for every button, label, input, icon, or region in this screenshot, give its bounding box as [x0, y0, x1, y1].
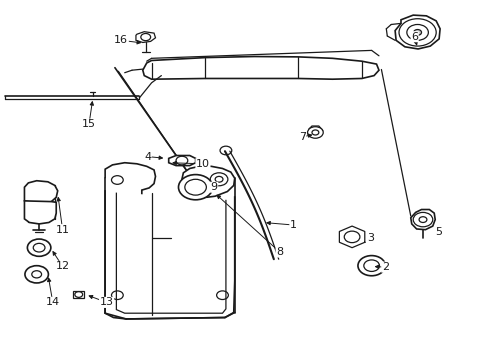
Circle shape	[413, 30, 421, 35]
Text: 3: 3	[366, 233, 373, 243]
Text: 5: 5	[435, 227, 442, 237]
Polygon shape	[73, 291, 84, 298]
Text: 6: 6	[410, 32, 417, 42]
Circle shape	[307, 127, 323, 138]
Text: 14: 14	[46, 297, 60, 307]
Text: 16: 16	[114, 35, 128, 45]
Polygon shape	[105, 190, 234, 319]
Text: 8: 8	[276, 247, 283, 257]
Text: 12: 12	[56, 261, 69, 271]
Polygon shape	[24, 181, 58, 203]
Polygon shape	[307, 126, 322, 137]
Circle shape	[178, 175, 212, 200]
Text: 15: 15	[82, 119, 96, 129]
Text: 13: 13	[100, 297, 113, 307]
Text: 9: 9	[210, 182, 217, 192]
Text: 10: 10	[196, 159, 209, 169]
Text: 4: 4	[144, 152, 151, 162]
Polygon shape	[116, 193, 225, 313]
Text: 1: 1	[289, 220, 296, 230]
Circle shape	[210, 173, 227, 186]
Polygon shape	[410, 210, 434, 230]
Polygon shape	[136, 32, 155, 42]
Polygon shape	[394, 15, 439, 49]
Text: 2: 2	[381, 262, 388, 272]
Text: 11: 11	[56, 225, 69, 235]
Polygon shape	[24, 201, 56, 224]
Polygon shape	[142, 57, 378, 79]
Polygon shape	[105, 163, 234, 200]
Text: 7: 7	[298, 132, 305, 142]
Polygon shape	[168, 156, 195, 166]
Circle shape	[215, 176, 223, 182]
